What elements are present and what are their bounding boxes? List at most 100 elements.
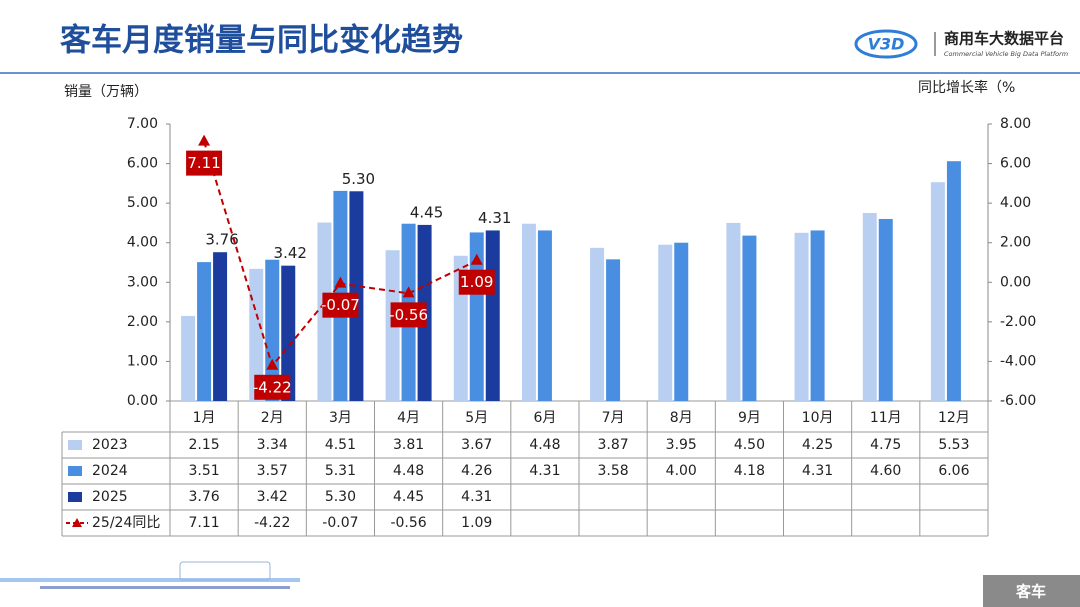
table-cell: 3.81 (393, 437, 424, 453)
table-cell: 4.48 (529, 437, 560, 453)
value-label: 7.11 (187, 154, 220, 172)
legend-swatch (68, 466, 82, 476)
value-label-box (390, 302, 427, 328)
y-tick-label: 3.00 (127, 274, 158, 290)
table-cell: 4.00 (666, 463, 697, 479)
table-cell: 5.31 (325, 463, 356, 479)
legend-swatch (68, 492, 82, 502)
y-tick-label: 5.00 (127, 195, 158, 211)
legend-swatch (68, 440, 82, 450)
value-label: 3.42 (274, 244, 307, 262)
bar (485, 230, 500, 401)
table-cell: 5.30 (325, 489, 356, 505)
table-cell: 3.34 (257, 437, 288, 453)
logo-subtitle: Commercial Vehicle Big Data Platform (944, 50, 1068, 58)
value-label-box (186, 150, 223, 176)
y-tick-label: 2.00 (127, 314, 158, 330)
x-tick-label: 1月 (193, 410, 216, 426)
bar (181, 315, 196, 401)
bar (810, 230, 825, 401)
y2-tick-label: -6.00 (1000, 393, 1036, 409)
bar (794, 232, 809, 401)
x-tick-label: 5月 (465, 410, 488, 426)
x-tick-label: 11月 (870, 410, 902, 426)
footer-tag: 客车 (1015, 583, 1046, 601)
bar (726, 222, 741, 401)
value-label-box (458, 269, 495, 295)
bar (590, 247, 605, 401)
bar (946, 161, 961, 401)
value-label: 4.45 (410, 203, 443, 221)
x-tick-label: 9月 (738, 410, 761, 426)
table-cell: 4.26 (461, 463, 492, 479)
y-tick-label: 0.00 (127, 393, 158, 409)
line-marker (266, 358, 279, 370)
title: 客车月度销量与同比变化趋势 (60, 23, 463, 59)
table-cell: 4.45 (393, 489, 424, 505)
bar (197, 262, 212, 401)
table-cell: 1.09 (461, 515, 492, 531)
bar (249, 268, 264, 401)
bar (930, 182, 945, 401)
y-tick-label: 1.00 (127, 353, 158, 369)
table-cell: 5.53 (938, 437, 969, 453)
line-marker (470, 253, 483, 265)
legend-label: 25/24同比 (92, 515, 160, 531)
bar (281, 265, 296, 401)
legend-label: 2024 (92, 463, 128, 479)
table-cell: -4.22 (254, 515, 290, 531)
y2-axis-title: 同比增长率（% (918, 79, 1015, 96)
line-marker (402, 286, 415, 298)
bar (606, 259, 621, 401)
table-cell: 2.15 (188, 437, 219, 453)
y2-tick-label: 2.00 (1000, 235, 1031, 251)
x-tick-label: 7月 (602, 410, 625, 426)
y2-tick-label: -4.00 (1000, 353, 1036, 369)
table-cell: 3.42 (257, 489, 288, 505)
y2-tick-label: 0.00 (1000, 274, 1031, 290)
table-cell: 4.31 (802, 463, 833, 479)
y-tick-label: 7.00 (127, 116, 158, 132)
table-cell: 3.95 (666, 437, 697, 453)
logo-name: 商用车大数据平台 (944, 30, 1064, 48)
line-marker (198, 134, 211, 146)
x-tick-label: 3月 (329, 410, 352, 426)
table-cell: 3.87 (597, 437, 628, 453)
bar (674, 242, 689, 401)
table-cell: 4.50 (734, 437, 765, 453)
table-cell: 7.11 (188, 515, 219, 531)
table-cell: 4.60 (870, 463, 901, 479)
y-axis-title: 销量（万辆） (64, 84, 148, 100)
value-label: 3.76 (205, 231, 238, 249)
value-label: -0.56 (389, 306, 428, 324)
logo-shape (854, 29, 918, 59)
x-tick-label: 10月 (802, 410, 834, 426)
x-tick-label: 2月 (261, 410, 284, 426)
table-cell: 4.31 (529, 463, 560, 479)
table-cell: 3.51 (188, 463, 219, 479)
legend-label: 2025 (92, 489, 128, 505)
table-cell: 4.18 (734, 463, 765, 479)
value-label: 1.09 (460, 273, 493, 291)
footer-tag-box (983, 575, 1080, 607)
x-tick-label: 8月 (670, 410, 693, 426)
table-cell: 3.76 (188, 489, 219, 505)
bar (862, 213, 877, 401)
y-tick-label: 6.00 (127, 156, 158, 172)
line-marker (334, 276, 347, 288)
bar (521, 223, 536, 401)
footer-decoration (0, 561, 300, 589)
table-cell: 4.75 (870, 437, 901, 453)
table-cell: 3.57 (257, 463, 288, 479)
value-label-box (322, 292, 359, 318)
table-cell: 4.25 (802, 437, 833, 453)
legend-label: 2023 (92, 437, 128, 453)
value-label: -4.22 (253, 378, 292, 396)
table-cell: 4.48 (393, 463, 424, 479)
legend-marker (72, 518, 82, 527)
bar (537, 230, 552, 401)
table-cell: 3.58 (597, 463, 628, 479)
table-cell: 6.06 (938, 463, 969, 479)
table-cell: 3.67 (461, 437, 492, 453)
